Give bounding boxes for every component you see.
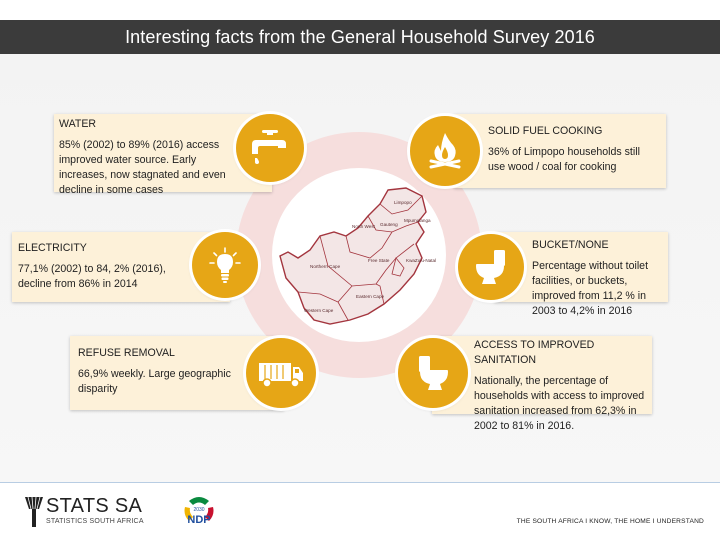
fact-text: Nationally, the percentage of households… (474, 375, 645, 433)
map-label-free-state: Free State (368, 258, 390, 263)
refuse-truck-icon (246, 338, 316, 408)
fact-heading: WATER (59, 118, 97, 130)
light-bulb-icon (192, 232, 258, 298)
fact-card-water: WATER 85% (2002) to 89% (2016) access im… (54, 114, 272, 196)
water-tap-icon (236, 114, 304, 182)
map-label-limpopo: Limpopo (394, 200, 412, 205)
org-subtitle: STATISTICS SOUTH AFRICA (46, 518, 144, 525)
fact-card-sanitation: ACCESS TO IMPROVED SANITATION Nationally… (432, 336, 652, 432)
page-title: Interesting facts from the General House… (0, 20, 720, 54)
toilet-icon (458, 234, 524, 300)
fact-heading: ELECTRICITY (18, 242, 87, 254)
fact-heading: ACCESS TO IMPROVED SANITATION (474, 339, 595, 367)
fact-card-solid-fuel: SOLID FUEL COOKING 36% of Limpopo househ… (454, 114, 666, 188)
fact-text: 77,1% (2002) to 84, 2% (2016), decline f… (18, 263, 166, 291)
fact-heading: SOLID FUEL COOKING (488, 125, 603, 137)
map-label-kwazulu-natal: KwaZulu-Natal (406, 258, 436, 263)
ndp-label: NDP (187, 514, 210, 526)
fact-text: 36% of Limpopo households still use wood… (488, 146, 640, 174)
ndp-year: 2030 (193, 507, 204, 513)
fact-text: 85% (2002) to 89% (2016) access improved… (59, 139, 226, 197)
toilet-icon (398, 338, 468, 408)
fact-card-refuse: REFUSE REMOVAL 66,9% weekly. Large geogr… (70, 336, 284, 410)
south-africa-map-icon: Limpopo Mpumalanga North West Gauteng Kw… (279, 187, 436, 325)
fact-heading: REFUSE REMOVAL (78, 347, 175, 359)
stats-sa-logo-icon (25, 496, 43, 527)
map-label-northern-cape: Northern Cape (310, 264, 341, 269)
tagline: THE SOUTH AFRICA I KNOW, THE HOME I UNDE… (516, 518, 704, 525)
map-label-gauteng: Gauteng (380, 222, 398, 227)
map-label-mpumalanga: Mpumalanga (404, 218, 431, 223)
map-label-eastern-cape: Eastern Cape (356, 294, 385, 299)
org-name: STATS SA (46, 495, 143, 517)
fact-heading: BUCKET/NONE (532, 239, 609, 251)
fire-icon (410, 116, 480, 186)
ndp-logo-icon: 2030 NDP (184, 497, 214, 526)
fact-text: Percentage without toilet facilities, or… (532, 260, 649, 318)
map-label-western-cape: Western Cape (304, 308, 334, 313)
fact-text: 66,9% weekly. Large geographic disparity (78, 368, 231, 396)
map-label-north-west: North West (352, 224, 376, 229)
footer: STATS SA STATISTICS SOUTH AFRICA 2030 ND… (0, 482, 720, 541)
